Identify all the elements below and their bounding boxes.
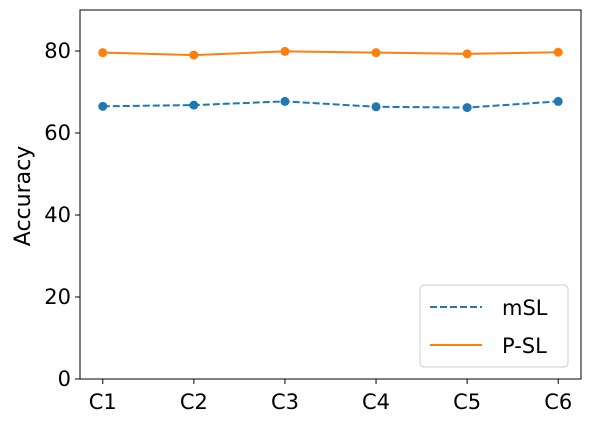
y-tick-label: 40 bbox=[44, 203, 71, 227]
x-tick-label: C2 bbox=[180, 390, 208, 414]
data-point-msl bbox=[189, 100, 199, 110]
series-layer bbox=[98, 46, 563, 113]
legend: mSL P-SL bbox=[419, 284, 569, 368]
x-axis: C1 C2 C3 C4 C5 C6 bbox=[89, 379, 572, 414]
y-tick-label: 80 bbox=[44, 39, 71, 63]
data-point-p-sl bbox=[371, 48, 381, 58]
x-tick-label: C3 bbox=[271, 390, 299, 414]
data-point-msl bbox=[280, 96, 290, 106]
data-point-p-sl bbox=[98, 48, 108, 58]
series-line-p-sl bbox=[102, 50, 559, 57]
x-tick-label: C1 bbox=[89, 390, 117, 414]
y-axis: 0 20 40 60 80 bbox=[44, 39, 80, 391]
x-tick-label: C4 bbox=[362, 390, 390, 414]
data-point-msl bbox=[462, 103, 472, 113]
legend-label: P-SL bbox=[502, 334, 547, 358]
data-point-msl bbox=[553, 96, 563, 106]
data-point-msl bbox=[98, 101, 108, 111]
legend-label: mSL bbox=[502, 296, 548, 320]
y-tick-label: 0 bbox=[58, 367, 71, 391]
data-point-msl bbox=[371, 102, 381, 112]
data-point-p-sl bbox=[462, 49, 472, 59]
plot-area bbox=[79, 9, 582, 380]
y-tick-label: 20 bbox=[44, 285, 71, 309]
x-tick-label: C5 bbox=[453, 390, 481, 414]
plot-frame bbox=[79, 9, 582, 380]
y-axis-label: Accuracy bbox=[11, 146, 36, 246]
data-point-p-sl bbox=[189, 50, 199, 60]
data-point-p-sl bbox=[280, 46, 290, 56]
y-tick-label: 60 bbox=[44, 121, 71, 145]
x-tick-label: C6 bbox=[544, 390, 572, 414]
series-line-msl bbox=[102, 100, 559, 109]
data-point-p-sl bbox=[553, 47, 563, 57]
legend-box bbox=[419, 284, 569, 368]
